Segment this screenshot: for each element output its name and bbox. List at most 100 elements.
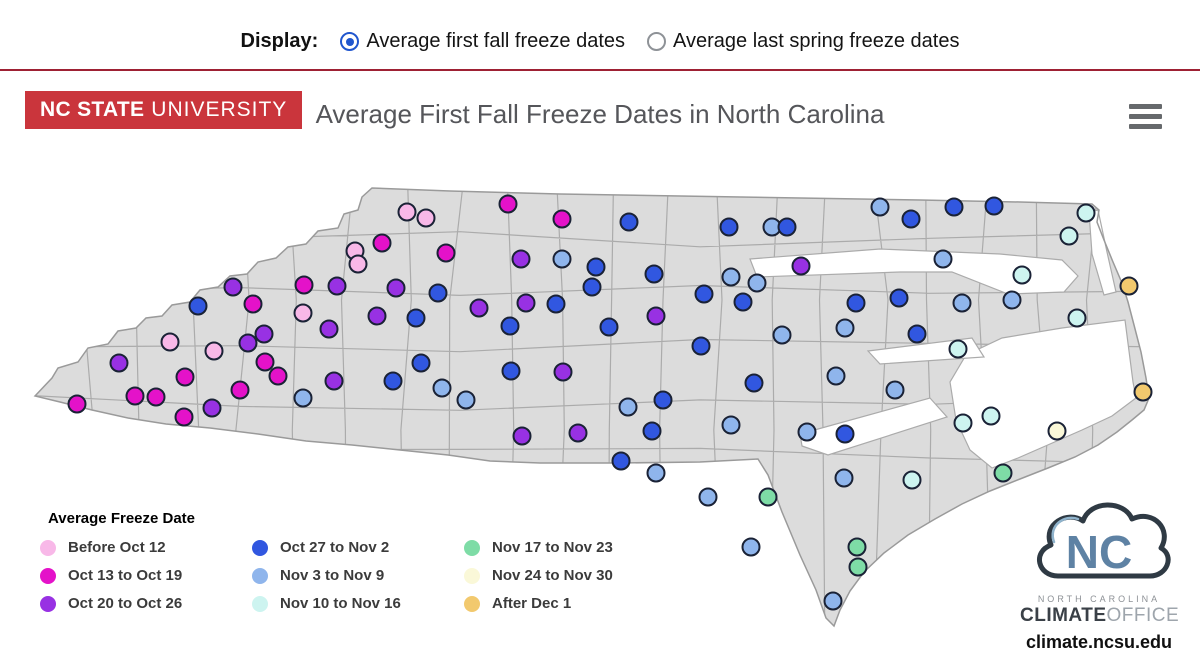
- station-dot[interactable]: [512, 426, 532, 446]
- station-dot[interactable]: [618, 397, 638, 417]
- station-dot[interactable]: [694, 284, 714, 304]
- station-dot[interactable]: [456, 390, 476, 410]
- station-dot[interactable]: [428, 283, 448, 303]
- station-dot[interactable]: [644, 264, 664, 284]
- station-dot[interactable]: [721, 415, 741, 435]
- station-dot[interactable]: [324, 371, 344, 391]
- station-dot[interactable]: [719, 217, 739, 237]
- station-dot[interactable]: [834, 468, 854, 488]
- station-dot[interactable]: [599, 317, 619, 337]
- station-dot[interactable]: [791, 256, 811, 276]
- station-dot[interactable]: [386, 278, 406, 298]
- station-dot[interactable]: [146, 387, 166, 407]
- station-dot[interactable]: [823, 591, 843, 611]
- station-dot[interactable]: [733, 292, 753, 312]
- station-dot[interactable]: [204, 341, 224, 361]
- station-dot[interactable]: [319, 319, 339, 339]
- station-dot[interactable]: [1047, 421, 1067, 441]
- station-dot[interactable]: [254, 324, 274, 344]
- station-dot[interactable]: [469, 298, 489, 318]
- station-dot[interactable]: [797, 422, 817, 442]
- station-dot[interactable]: [948, 339, 968, 359]
- radio-selected-icon[interactable]: [340, 32, 360, 51]
- station-dot[interactable]: [993, 463, 1013, 483]
- station-dot[interactable]: [327, 276, 347, 296]
- station-dot[interactable]: [744, 373, 764, 393]
- station-dot[interactable]: [721, 267, 741, 287]
- station-dot[interactable]: [889, 288, 909, 308]
- station-dot[interactable]: [348, 254, 368, 274]
- station-dot[interactable]: [432, 378, 452, 398]
- station-dot[interactable]: [1012, 265, 1032, 285]
- station-dot[interactable]: [416, 208, 436, 228]
- station-dot[interactable]: [500, 316, 520, 336]
- station-dot[interactable]: [553, 362, 573, 382]
- station-dot[interactable]: [586, 257, 606, 277]
- station-dot[interactable]: [758, 487, 778, 507]
- station-dot[interactable]: [619, 212, 639, 232]
- station-dot[interactable]: [944, 197, 964, 217]
- radio-last-spring-freeze[interactable]: Average last spring freeze dates: [647, 30, 959, 53]
- station-dot[interactable]: [397, 202, 417, 222]
- station-dot[interactable]: [953, 413, 973, 433]
- station-dot[interactable]: [691, 336, 711, 356]
- radio-first-fall-freeze[interactable]: Average first fall freeze dates: [340, 30, 625, 53]
- station-dot[interactable]: [1067, 308, 1087, 328]
- station-dot[interactable]: [230, 380, 250, 400]
- station-dot[interactable]: [848, 557, 868, 577]
- station-dot[interactable]: [67, 394, 87, 414]
- station-dot[interactable]: [902, 470, 922, 490]
- station-dot[interactable]: [175, 367, 195, 387]
- station-dot[interactable]: [411, 353, 431, 373]
- radio-unselected-icon[interactable]: [647, 32, 666, 51]
- station-dot[interactable]: [981, 406, 1001, 426]
- station-dot[interactable]: [568, 423, 588, 443]
- station-dot[interactable]: [511, 249, 531, 269]
- station-dot[interactable]: [501, 361, 521, 381]
- station-dot[interactable]: [406, 308, 426, 328]
- station-dot[interactable]: [125, 386, 145, 406]
- station-dot[interactable]: [436, 243, 456, 263]
- station-dot[interactable]: [1076, 203, 1096, 223]
- station-dot[interactable]: [907, 324, 927, 344]
- station-dot[interactable]: [1133, 382, 1153, 402]
- station-dot[interactable]: [835, 424, 855, 444]
- hamburger-menu-icon[interactable]: [1129, 104, 1162, 129]
- station-dot[interactable]: [582, 277, 602, 297]
- station-dot[interactable]: [188, 296, 208, 316]
- station-dot[interactable]: [747, 273, 767, 293]
- station-dot[interactable]: [552, 249, 572, 269]
- station-dot[interactable]: [109, 353, 129, 373]
- station-dot[interactable]: [984, 196, 1004, 216]
- station-dot[interactable]: [268, 366, 288, 386]
- station-dot[interactable]: [1059, 226, 1079, 246]
- station-dot[interactable]: [293, 388, 313, 408]
- station-dot[interactable]: [698, 487, 718, 507]
- station-dot[interactable]: [835, 318, 855, 338]
- station-dot[interactable]: [772, 325, 792, 345]
- station-dot[interactable]: [294, 275, 314, 295]
- station-dot[interactable]: [901, 209, 921, 229]
- station-dot[interactable]: [546, 294, 566, 314]
- station-dot[interactable]: [238, 333, 258, 353]
- station-dot[interactable]: [516, 293, 536, 313]
- station-dot[interactable]: [223, 277, 243, 297]
- station-dot[interactable]: [846, 293, 866, 313]
- station-dot[interactable]: [1119, 276, 1139, 296]
- station-dot[interactable]: [372, 233, 392, 253]
- station-dot[interactable]: [552, 209, 572, 229]
- station-dot[interactable]: [826, 366, 846, 386]
- station-dot[interactable]: [611, 451, 631, 471]
- station-dot[interactable]: [646, 463, 666, 483]
- station-dot[interactable]: [255, 352, 275, 372]
- station-dot[interactable]: [741, 537, 761, 557]
- station-dot[interactable]: [777, 217, 797, 237]
- station-dot[interactable]: [847, 537, 867, 557]
- station-dot[interactable]: [646, 306, 666, 326]
- station-dot[interactable]: [160, 332, 180, 352]
- station-dot[interactable]: [243, 294, 263, 314]
- station-dot[interactable]: [870, 197, 890, 217]
- station-dot[interactable]: [952, 293, 972, 313]
- station-dot[interactable]: [367, 306, 387, 326]
- station-dot[interactable]: [293, 303, 313, 323]
